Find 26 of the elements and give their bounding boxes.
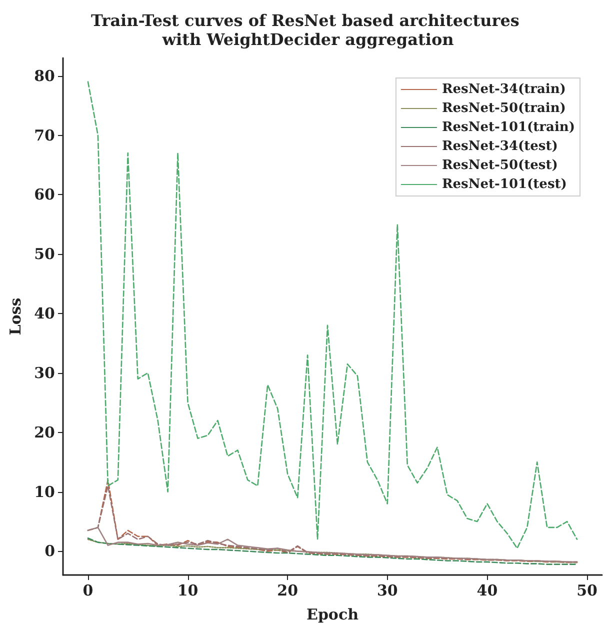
x-tick-label: 10 xyxy=(177,582,198,600)
y-tick-label: 60 xyxy=(34,186,55,204)
legend-label: ResNet-50(test) xyxy=(442,158,558,173)
y-tick-label: 20 xyxy=(34,423,55,442)
x-tick-label: 0 xyxy=(82,582,94,600)
y-tick-label: 0 xyxy=(44,542,55,560)
y-tick-label: 30 xyxy=(34,364,55,382)
y-tick-label: 10 xyxy=(34,482,55,501)
chart-title: Train-Test curves of ResNet based architectures with WeightDecider aggregation xyxy=(91,11,525,49)
y-tick-label: 50 xyxy=(34,245,55,264)
y-tick-label: 40 xyxy=(34,304,55,323)
line-series xyxy=(87,526,578,563)
legend-label: ResNet-101(test) xyxy=(442,177,567,192)
x-tick-label: 20 xyxy=(277,582,298,600)
legend-label: ResNet-34(train) xyxy=(442,82,566,97)
legend-label: ResNet-101(train) xyxy=(442,120,576,135)
y-tick-label: 70 xyxy=(34,126,55,144)
y-tick-label: 80 xyxy=(34,66,55,85)
legend-label: ResNet-34(test) xyxy=(442,139,558,154)
y-axis-title: Loss xyxy=(6,298,24,336)
x-tick-label: 50 xyxy=(576,582,598,600)
legend-label: ResNet-50(train) xyxy=(442,101,566,116)
x-axis-title: Epoch xyxy=(306,606,359,624)
x-tick-label: 40 xyxy=(476,582,498,600)
x-tick-label: 30 xyxy=(376,582,398,600)
line-series xyxy=(87,81,578,549)
